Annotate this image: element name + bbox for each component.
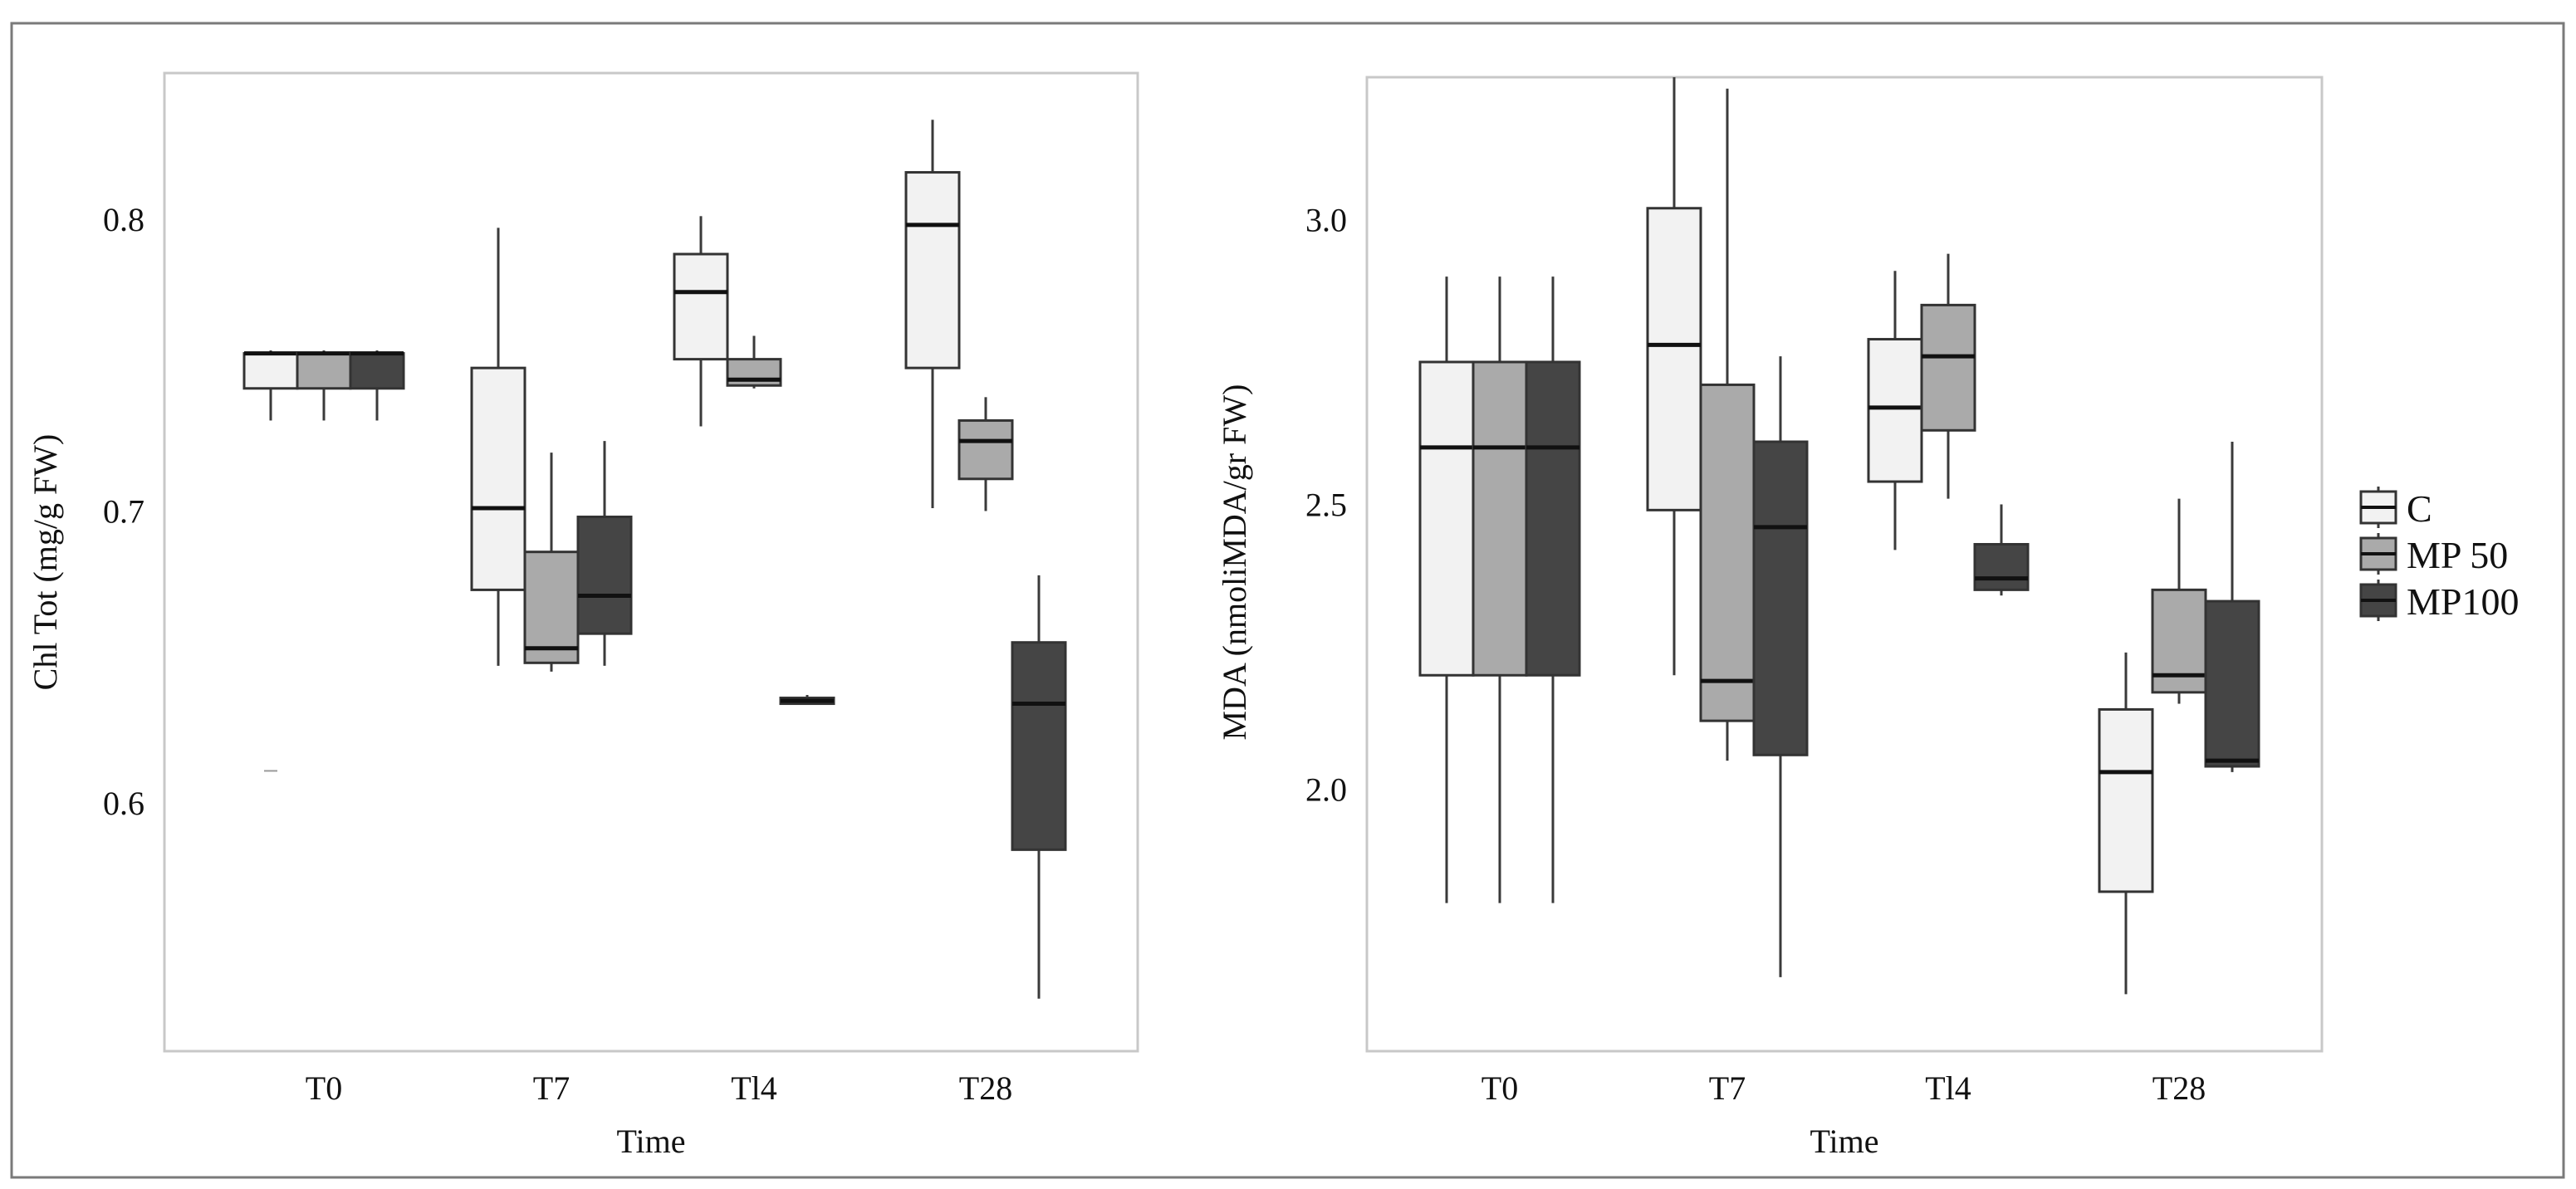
box-iqr [1646,207,1702,511]
box-t28-c [2098,652,2154,995]
box-t0-mp50 [1472,276,1528,903]
box-iqr [1525,360,1581,677]
y-axis-title: MDA (nmoliMDA/gr FW) [1216,384,1253,741]
chl-boxplot-panel: 0.6 0.7 0.8 T0 T7 Tl4 T28 Time Chl Tot (mg/g FW) [27,71,1139,1160]
box-iqr [1867,338,1923,483]
y-tick-label: 0.6 [103,785,144,822]
box-iqr [242,352,299,390]
mda-boxplot-panel: 2.0 2.5 3.0 T0 T7 Tl4 T28 Time MDA (nmoliMDA/gr … [1216,76,2324,1160]
box-iqr [1472,360,1528,677]
box-iqr [1752,440,1809,756]
x-tick-label: T7 [533,1069,570,1107]
x-tick-label: T0 [1481,1069,1518,1107]
box-iqr [576,515,633,635]
box-t14-c [673,216,729,427]
box-iqr [957,418,1014,481]
legend-item-c: C [2359,487,2432,530]
x-axis-title: Time [1810,1123,1878,1160]
x-tick-label: Tl4 [731,1069,777,1107]
y-tick-label: 0.8 [103,201,144,238]
box-t7-mp50 [1699,88,1756,761]
box-t7-c [470,228,526,666]
box-t7-c [1646,77,1702,676]
box-t0-mp100 [349,350,405,421]
box-iqr [349,352,405,390]
box-iqr [1920,303,1976,432]
box-t14-c [1867,271,1923,550]
x-tick-label: T7 [1709,1069,1746,1107]
box-iqr [523,550,580,664]
x-axis-title: Time [616,1123,685,1160]
y-tick-label: 3.0 [1305,201,1347,238]
y-tick-label: 2.5 [1305,486,1347,523]
box-t0-mp50 [296,350,352,421]
box-iqr [1699,383,1756,722]
x-tick-label: T28 [959,1069,1012,1107]
box-iqr [1011,641,1067,851]
box-iqr [470,366,526,591]
box-t14-mp100 [779,694,835,706]
box-t0-c [1418,276,1475,903]
y-tick-label: 2.0 [1305,771,1347,808]
box-iqr [673,252,729,361]
box-t7-mp100 [576,441,633,666]
box-t28-mp50 [2151,498,2207,704]
box-t0-c [242,350,299,772]
box-t7-mp50 [523,453,580,672]
y-axis-title: Chl Tot (mg/g FW) [27,434,64,691]
box-t14-mp50 [726,335,782,389]
box-iqr [1973,542,2030,591]
box-t28-mp100 [1011,575,1067,999]
legend-label-mp50: MP 50 [2407,534,2508,576]
box-t28-mp50 [957,397,1014,511]
box-iqr [296,352,352,390]
box-t0-mp100 [1525,276,1581,903]
plot-area-frame [1365,76,2324,1053]
x-tick-label: Tl4 [1925,1069,1971,1107]
box-t7-mp100 [1752,356,1809,977]
box-t28-c [904,120,961,508]
box-iqr [2098,707,2154,893]
box-iqr [904,171,961,369]
y-tick-label: 0.7 [103,492,144,530]
box-iqr [2204,599,2260,768]
box-iqr [1418,360,1475,677]
legend: C MP 50 MP100 [2359,487,2519,623]
figure-frame [10,22,2565,1179]
plot-area-frame [163,71,1139,1053]
legend-item-mp50: MP 50 [2359,533,2508,576]
legend-label-c: C [2407,487,2432,530]
box-t14-mp100 [1973,504,2030,596]
box-t14-mp50 [1920,253,1976,499]
legend-item-mp100: MP100 [2359,580,2519,623]
legend-label-mp100: MP100 [2407,580,2519,623]
x-tick-label: T28 [2152,1069,2206,1107]
x-tick-label: T0 [306,1069,342,1107]
box-t28-mp100 [2204,442,2260,772]
